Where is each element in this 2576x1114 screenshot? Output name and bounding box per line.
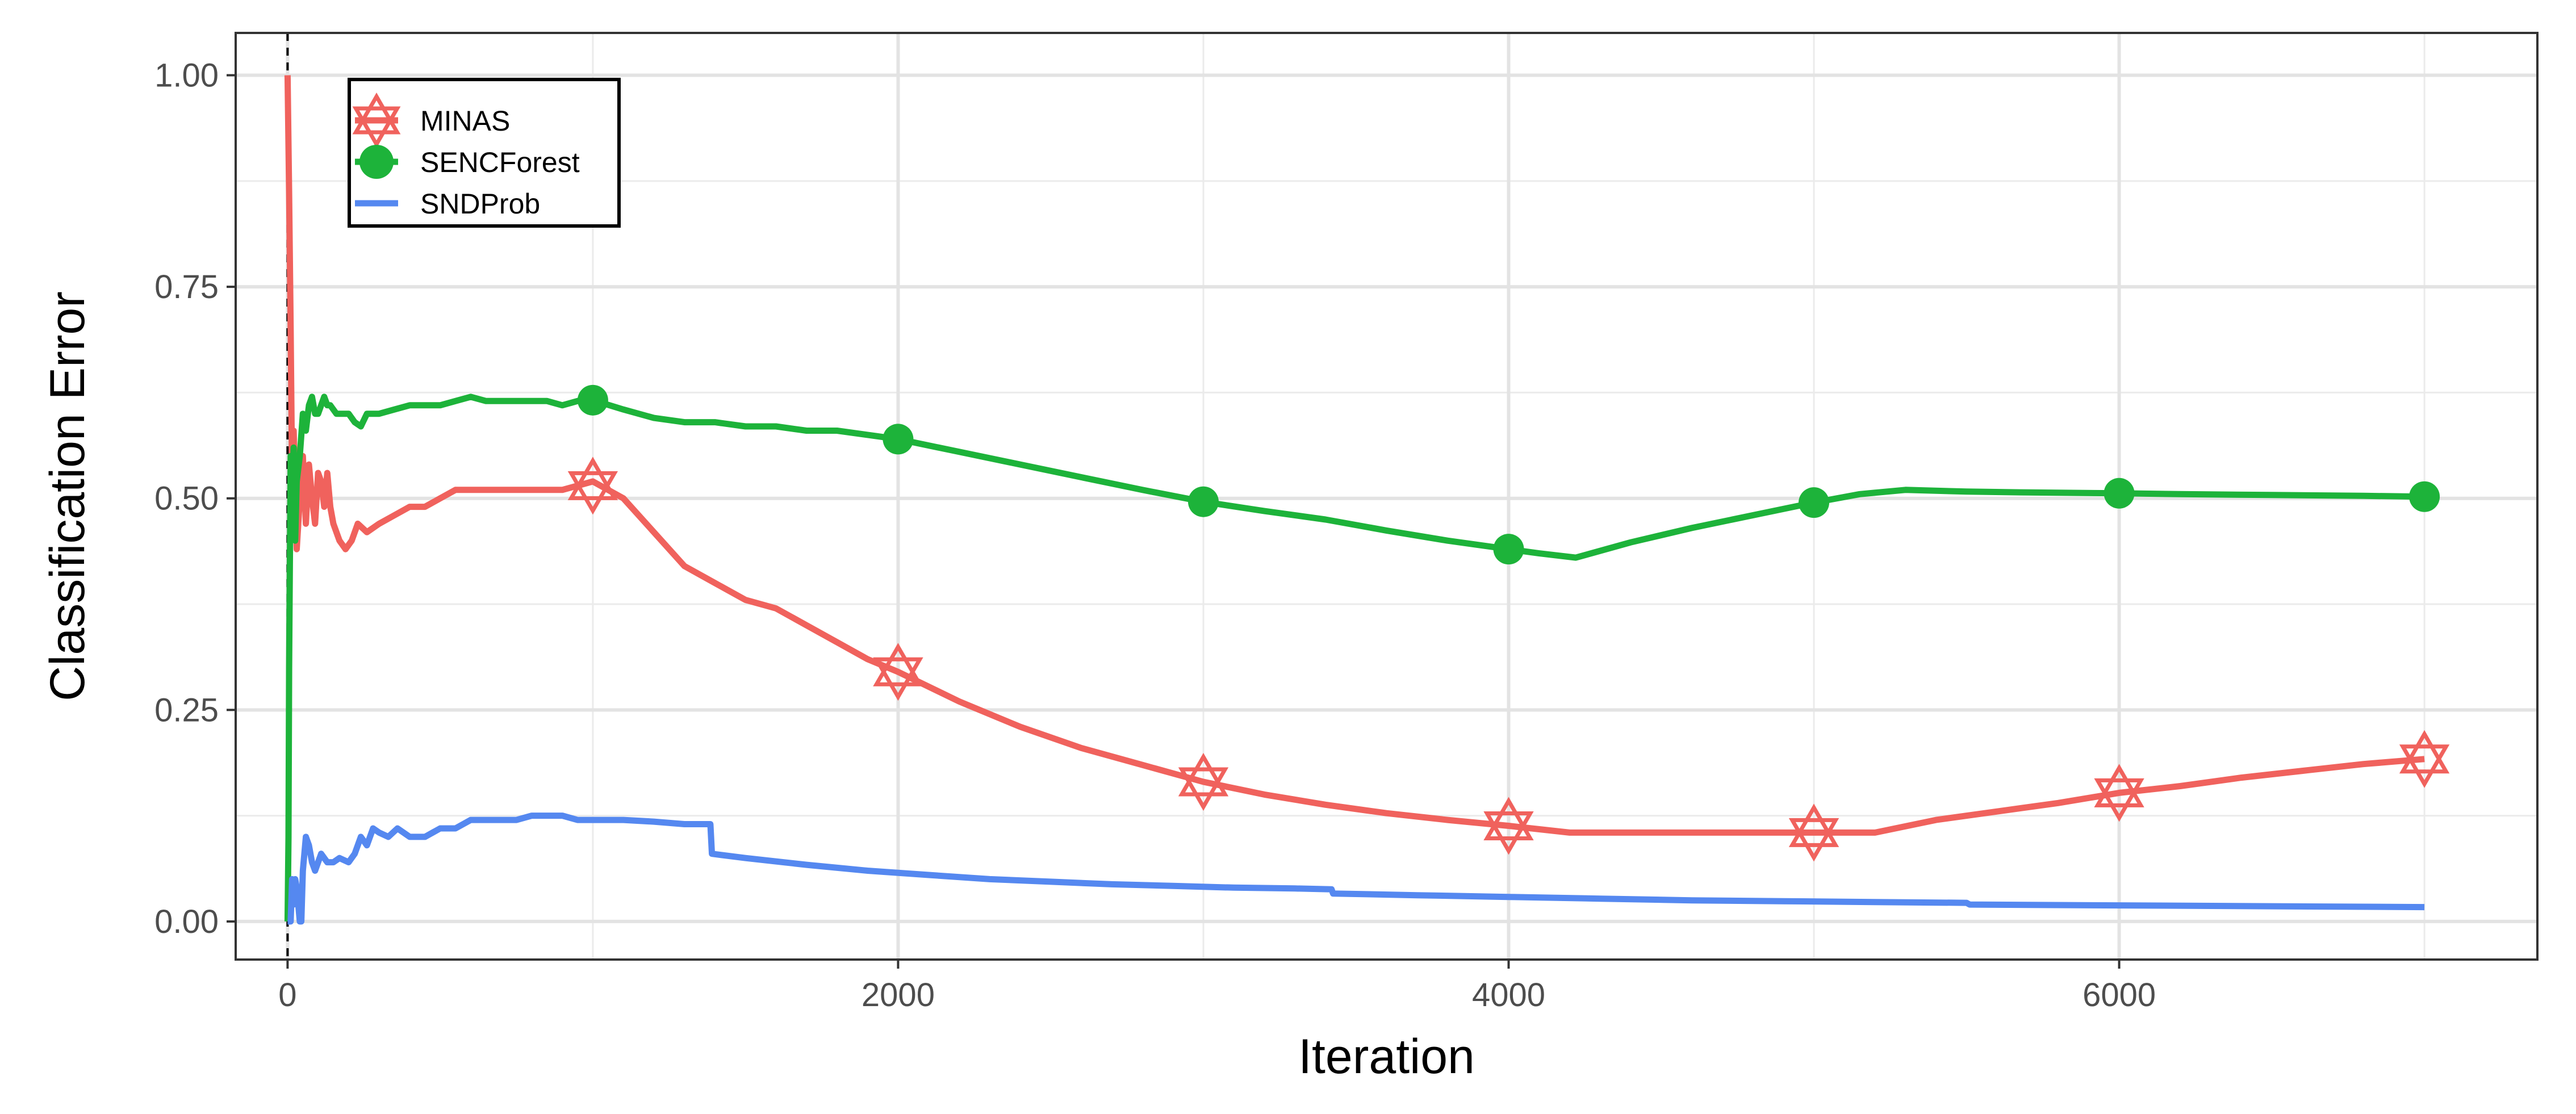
y-axis-title: Classification Error <box>40 291 95 701</box>
marker-triangle-down <box>1788 818 1839 862</box>
marker-sencforest <box>1799 487 1830 518</box>
marker-sencforest <box>1493 534 1524 565</box>
y-tick-label: 0.75 <box>154 269 219 305</box>
y-tick-label: 0.50 <box>154 480 219 517</box>
legend-label-sndprob: SNDProb <box>420 188 540 220</box>
marker-triangle-up <box>1178 752 1229 797</box>
series-markers <box>567 384 2450 862</box>
marker-triangle-up <box>1788 803 1839 847</box>
marker-minas <box>1483 797 1534 855</box>
marker-triangle-down <box>567 471 618 515</box>
marker-minas <box>2094 764 2144 822</box>
legend-key-marker-minas <box>352 93 401 148</box>
y-tick-label: 0.00 <box>154 903 219 940</box>
legend: MINAS SENCForest SNDProb <box>348 78 621 228</box>
legend-key-marker-sencforest <box>359 145 394 179</box>
marker-sencforest <box>1187 486 1219 517</box>
marker-triangle-down <box>873 657 923 701</box>
marker-sencforest <box>2104 478 2135 509</box>
marker-triangle-down <box>352 106 401 148</box>
marker-minas <box>1788 803 1839 862</box>
marker-minas <box>567 457 618 515</box>
marker-sencforest <box>2409 481 2440 512</box>
x-axis-title: Iteration <box>1298 1029 1475 1084</box>
y-axis: 0.00 0.25 0.50 0.75 1.00 <box>154 57 236 940</box>
series-line-sndprob <box>287 813 2425 925</box>
x-axis: 0 2000 4000 6000 <box>278 960 2156 1014</box>
x-tick-label: 2000 <box>862 977 935 1014</box>
marker-triangle-down <box>2399 744 2450 788</box>
x-tick-label: 0 <box>278 977 296 1014</box>
marker-minas <box>1178 752 1229 811</box>
marker-minas <box>873 643 923 701</box>
marker-triangle-down <box>2094 778 2144 822</box>
series-line-sencforest <box>284 393 2425 922</box>
series-line-minas <box>284 75 2425 836</box>
marker-triangle-up <box>2094 764 2144 807</box>
legend-label-minas: MINAS <box>420 105 510 137</box>
series-lines <box>284 75 2425 925</box>
plot-panel-border <box>235 32 2539 961</box>
marker-sencforest <box>883 424 914 455</box>
marker-minas <box>2399 730 2450 788</box>
marker-triangle-down <box>1178 767 1229 811</box>
marker-triangle-down <box>1483 811 1534 855</box>
marker-triangle-up <box>352 93 401 135</box>
marker-triangle-up <box>2399 730 2450 774</box>
marker-triangle-up <box>567 457 618 500</box>
marker-sencforest <box>577 384 608 416</box>
x-tick-label: 4000 <box>1472 977 1545 1014</box>
x-tick-label: 6000 <box>2082 977 2156 1014</box>
y-tick-label: 0.25 <box>154 692 219 728</box>
legend-label-sencforest: SENCForest <box>420 146 580 178</box>
y-tick-label: 1.00 <box>154 57 219 94</box>
marker-triangle-up <box>1483 797 1534 840</box>
marker-triangle-up <box>873 643 923 686</box>
